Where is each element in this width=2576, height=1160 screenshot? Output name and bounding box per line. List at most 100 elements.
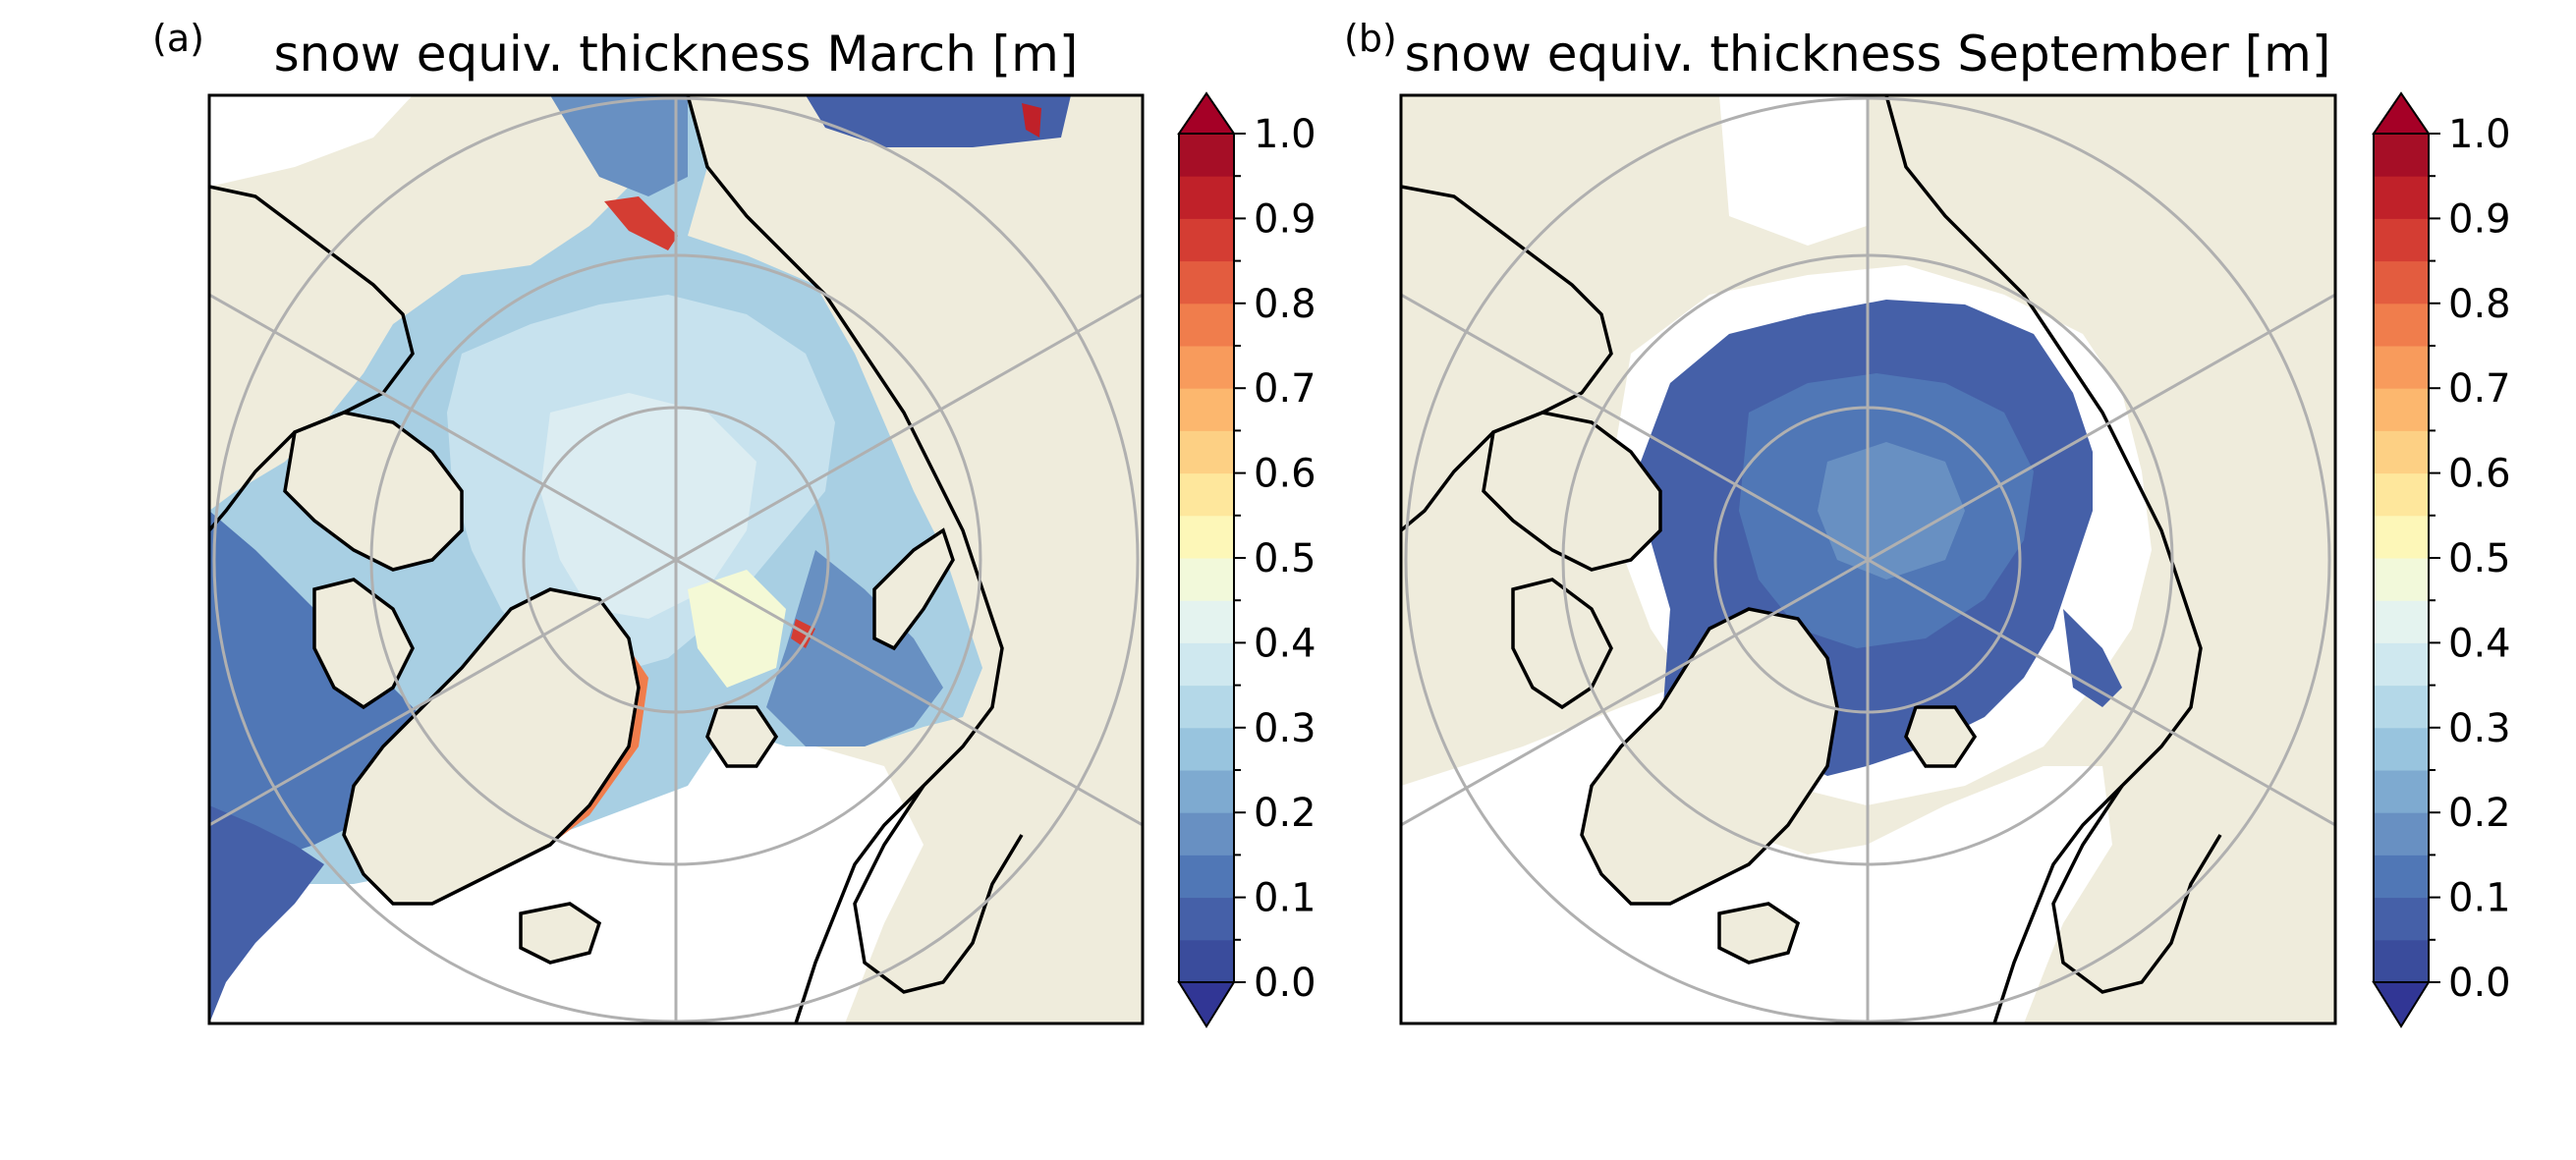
colorbar-band <box>2374 388 2429 431</box>
colorbar-band <box>2374 303 2429 347</box>
greenland <box>342 587 641 906</box>
iceland <box>1717 902 1801 965</box>
colorbar-band <box>2374 260 2429 304</box>
coastline-north-america <box>209 185 415 532</box>
colorbar-band <box>1179 897 1234 941</box>
colorbar-band <box>2374 642 2429 687</box>
coastline-north-america <box>1401 185 1613 532</box>
colorbar-tick-label: 0.7 <box>1254 366 1316 412</box>
colorbar-tick-label: 0.0 <box>2448 961 2511 1006</box>
thin-snow-barents <box>766 550 943 746</box>
coastline-eurasia <box>686 95 1004 1023</box>
colorbar-band <box>1179 303 1234 347</box>
colorbar-band <box>1179 855 1234 899</box>
baffin-island <box>312 578 415 710</box>
panel-b-title: snow equiv. thickness September [m] <box>1405 26 2331 83</box>
colorbar-tick-label: 0.8 <box>1254 282 1316 327</box>
colorbar-band <box>2374 812 2429 856</box>
colorbar-tick-label: 0.3 <box>1254 706 1316 751</box>
colorbar-tick-label: 0.4 <box>2448 621 2511 666</box>
colorbar-b-ticks: 0.0 0.1 0.2 0.3 0.4 0.5 0.6 0.7 0.8 0.9 1.0 <box>2429 112 2511 1006</box>
thick-snow-chukchi <box>604 196 678 250</box>
colorbar-band <box>1179 388 1234 431</box>
thick-snow-kamchatka <box>1022 103 1041 138</box>
map-a <box>209 95 1143 1023</box>
colorbar-band <box>1179 939 1234 983</box>
panel-b-label: (b) <box>1344 17 1397 60</box>
colorbar-a: 0.0 0.1 0.2 0.3 0.4 0.5 0.6 0.7 0.8 0.9 1.0 <box>1177 91 1316 1028</box>
graticule <box>1401 95 2335 1023</box>
colorbar-band <box>2374 855 2429 899</box>
colorbar-band <box>1179 218 1234 262</box>
colorbar-tick-label: 0.2 <box>1254 791 1316 836</box>
colorbar-band <box>2374 685 2429 729</box>
colorbar-tick-label: 0.2 <box>2448 791 2511 836</box>
colorbar-tick-label: 0.5 <box>1254 536 1316 581</box>
colorbar-band <box>2374 600 2429 643</box>
coastline-eurasia <box>1884 95 2203 1023</box>
colorbar-band <box>1179 600 1234 643</box>
map-b <box>1401 95 2335 1023</box>
colorbar-band <box>2374 897 2429 941</box>
canadian-archipelago <box>283 411 464 572</box>
colorbar-band <box>2374 346 2429 389</box>
map-a-frame <box>207 93 1145 1025</box>
colorbar-a-bands <box>1179 134 1234 983</box>
colorbar-a-extend-min <box>1177 981 1236 1028</box>
colorbar-band <box>2374 558 2429 601</box>
colorbar-tick-label: 0.1 <box>2448 876 2511 921</box>
colorbar-b-extend-max <box>2372 91 2431 135</box>
colorbar-band <box>2374 218 2429 262</box>
thick-snow-patch <box>688 570 786 688</box>
coastline-scandinavia <box>2051 785 2222 994</box>
colorbar-band <box>1179 176 1234 219</box>
greenland <box>1580 607 1839 906</box>
thin-snow-bering <box>550 95 688 196</box>
colorbar-tick-label: 0.1 <box>1254 876 1316 921</box>
colorbar-band <box>1179 346 1234 389</box>
colorbar-band <box>2374 134 2429 177</box>
snow-cover-kara <box>2063 609 2122 707</box>
colorbar-tick-label: 0.6 <box>1254 452 1316 497</box>
colorbar-tick-label: 0.3 <box>2448 706 2511 751</box>
colorbar-band <box>1179 685 1234 729</box>
colorbar-tick-label: 0.9 <box>1254 196 1316 242</box>
colorbar-tick-label: 0.6 <box>2448 452 2511 497</box>
colorbar-b-extend-min <box>2372 981 2431 1028</box>
colorbar-tick-label: 1.0 <box>1254 112 1316 157</box>
colorbar-band <box>1179 727 1234 771</box>
colorbar-tick-label: 0.5 <box>2448 536 2511 581</box>
colorbar-band <box>1179 642 1234 687</box>
colorbar-tick-label: 0.4 <box>1254 621 1316 666</box>
open-water-nw <box>209 95 413 187</box>
colorbar-band <box>2374 472 2429 517</box>
snow-cover-pole <box>1818 442 1965 580</box>
colorbar-tick-label: 0.9 <box>2448 196 2511 242</box>
colorbar-band <box>2374 770 2429 813</box>
colorbar-tick-label: 0.7 <box>2448 366 2511 412</box>
colorbar-band <box>1179 472 1234 517</box>
iceland <box>519 902 602 965</box>
colorbar-band <box>1179 134 1234 177</box>
colorbar-a-ticks: 0.0 0.1 0.2 0.3 0.4 0.5 0.6 0.7 0.8 0.9 1.0 <box>1234 112 1316 1006</box>
open-water <box>209 727 924 1023</box>
novaya-zemlya <box>872 527 955 651</box>
colorbar-a-extend-max <box>1177 91 1236 135</box>
map-b-frame <box>1399 93 2337 1025</box>
colorbar-tick-label: 0.0 <box>1254 961 1316 1006</box>
colorbar-band <box>2374 515 2429 559</box>
colorbar-band <box>2374 430 2429 474</box>
colorbar-band <box>2374 939 2429 983</box>
colorbar-band <box>2374 176 2429 219</box>
colorbar-band <box>1179 515 1234 559</box>
thin-snow-okhotsk <box>806 95 1071 147</box>
colorbar-tick-label: 1.0 <box>2448 112 2511 157</box>
open-water-north <box>1719 95 1867 246</box>
snow-cover-pole <box>540 393 756 619</box>
colorbar-tick-label: 0.8 <box>2448 282 2511 327</box>
svalbard <box>1904 705 1978 768</box>
panel-a-title: snow equiv. thickness March [m] <box>274 26 1079 83</box>
thin-snow-greenland-sea <box>209 805 324 1023</box>
colorbar-band <box>1179 812 1234 856</box>
